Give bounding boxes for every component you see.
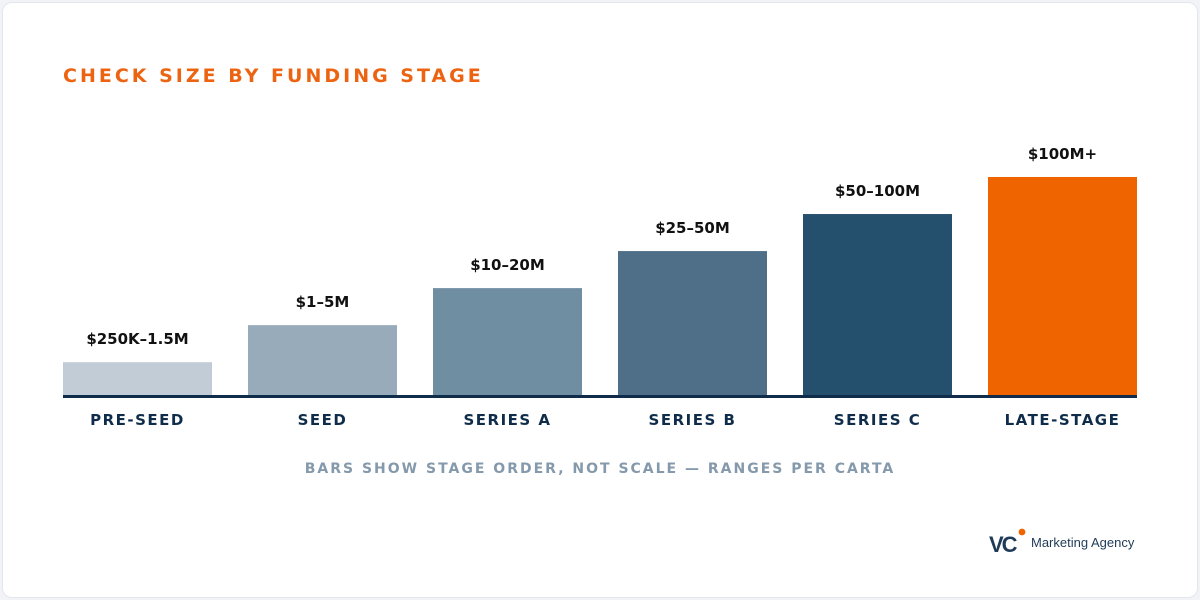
category-label: SERIES C: [834, 411, 921, 429]
bar-seed: [248, 325, 397, 395]
bar-series c: [803, 214, 952, 395]
brand-logo: VC Marketing Agency: [989, 527, 1134, 557]
chart-footnote: BARS SHOW STAGE ORDER, NOT SCALE — RANGE…: [304, 461, 896, 477]
chart-title: CHECK SIZE BY FUNDING STAGE: [63, 65, 484, 87]
vc-logo-icon: VC: [989, 528, 1026, 557]
bar-series a: [433, 288, 582, 395]
category-label: LATE-STAGE: [1005, 411, 1121, 429]
category-label: SERIES A: [463, 411, 551, 429]
logo-monogram: VC: [989, 532, 1018, 557]
category-label: PRE-SEED: [90, 411, 185, 429]
bar-value-label: $10–20M: [470, 256, 545, 274]
category-label: SEED: [298, 411, 348, 429]
logo-dot: [1018, 528, 1026, 536]
bar-pre-seed: [63, 362, 212, 395]
bar-value-label: $250K–1.5M: [86, 330, 188, 348]
bar-late-stage: [988, 177, 1137, 395]
category-label: SERIES B: [649, 411, 737, 429]
bar-value-label: $25–50M: [655, 219, 730, 237]
bar-series b: [618, 251, 767, 395]
bar-value-label: $100M+: [1028, 145, 1097, 163]
brand-name: Marketing Agency: [1031, 534, 1135, 550]
bar-value-label: $1–5M: [296, 293, 350, 311]
bar-value-label: $50–100M: [835, 182, 920, 200]
bar-chart: $250K–1.5M PRE-SEED $1–5M SEED $10–20M SERIES…: [63, 145, 1137, 429]
